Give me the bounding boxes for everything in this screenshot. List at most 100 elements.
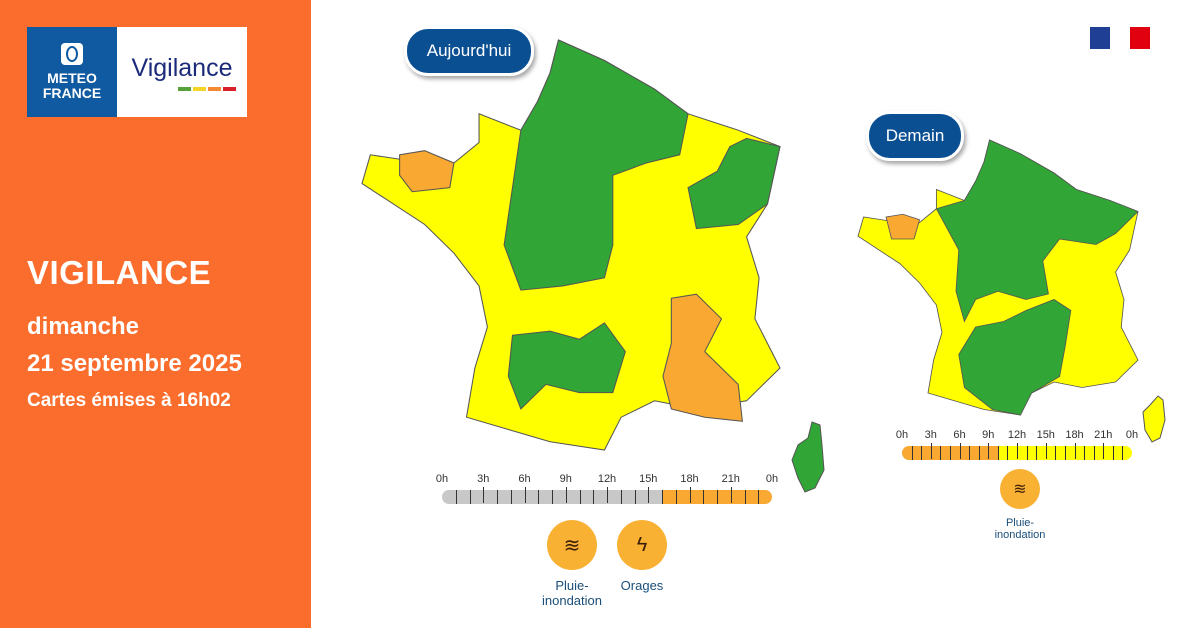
timeline-tick — [648, 487, 650, 503]
timeline-hour-label: 0h — [765, 473, 779, 485]
orange-zone-normandy — [885, 213, 921, 240]
timeline-hour-label: 0h — [895, 429, 909, 441]
timeline-hour-label: 9h — [982, 429, 995, 441]
issued-time: Cartes émises à 16h02 — [27, 390, 231, 411]
timeline-tick — [1055, 446, 1057, 460]
french-republic-flag-icon — [1090, 27, 1150, 49]
timeline-tick — [469, 490, 471, 504]
timeline-tick — [552, 490, 553, 504]
timeline-tick — [620, 490, 622, 504]
timeline-hour-label: 12h — [597, 473, 617, 485]
timeline-hour-label: 9h — [559, 473, 572, 485]
hazard-label: Pluie- — [555, 578, 589, 593]
tab-today[interactable]: Aujourd'hui — [404, 26, 534, 76]
timeline-tick — [607, 487, 608, 503]
timeline-tick — [1084, 446, 1086, 460]
timeline-tick — [1036, 446, 1038, 460]
hazard-rain-flood-tomorrow[interactable]: ≋ Pluie-inondation — [970, 469, 1070, 541]
timeline-tick — [565, 487, 567, 503]
timeline-hour-label: 0h — [1125, 429, 1139, 441]
timeline-tick — [959, 443, 961, 459]
timeline-tick — [524, 487, 526, 503]
orange-zone-brittany — [399, 150, 455, 193]
timeline-tick — [1064, 446, 1066, 460]
timeline-hour-label: 21h — [721, 473, 740, 485]
day-name: dimanche — [27, 313, 140, 340]
timeline-hour-label: 6h — [953, 429, 966, 441]
timeline-hour-label: 18h — [1065, 429, 1084, 441]
timeline-tick — [930, 443, 932, 459]
timeline-tick — [1017, 443, 1018, 459]
timeline-hour-label: 18h — [680, 473, 699, 485]
timeline-tick — [921, 446, 923, 460]
timeline-tick — [483, 487, 485, 503]
timeline-tick — [717, 490, 718, 504]
timeline-tick — [538, 490, 540, 504]
rain-flood-icon: ≋ — [547, 520, 597, 570]
hazard-label: Pluie- — [1005, 517, 1035, 529]
timeline-tick — [988, 443, 990, 459]
timeline-hour-label: 6h — [518, 473, 531, 485]
timeline-hour-label: 12h — [1007, 429, 1027, 441]
timeline-tick — [730, 487, 732, 503]
timeline-tick — [689, 487, 691, 503]
corsica-today — [791, 421, 825, 493]
green-zone-southwest — [507, 322, 626, 410]
hazard-label-2: inondation — [994, 529, 1046, 541]
timeline-hour-label: 21h — [1094, 429, 1113, 441]
lightning-icon: ϟ — [617, 520, 667, 570]
timeline-tick — [1112, 446, 1114, 460]
timeline-tick — [940, 446, 942, 460]
timeline-hour-label: 15h — [639, 473, 658, 485]
timeline-tick — [978, 446, 980, 460]
tab-tomorrow[interactable]: Demain — [866, 111, 964, 161]
hazard-label-2: inondation — [542, 593, 602, 608]
timeline-tick — [1026, 446, 1028, 460]
hazard-rain-flood-today[interactable]: ≋ Pluie-inondation — [527, 520, 617, 608]
orange-zone-southeast — [662, 293, 743, 422]
timeline-tick — [455, 490, 457, 504]
timeline-hour-label: 3h — [924, 429, 937, 441]
timeline-tick — [949, 446, 951, 460]
timeline-tick — [675, 490, 677, 504]
timeline-tick — [758, 490, 760, 504]
corsica-tomorrow — [1142, 395, 1166, 443]
timeline-tick — [997, 446, 999, 460]
green-zone-north-east — [935, 139, 1139, 323]
timeline-tick — [510, 490, 512, 504]
timeline-tick — [1122, 446, 1124, 460]
today-timeline: 0h 3h 6h 9h 12h 15h 18h 21h 0h — [436, 473, 778, 507]
rain-flood-icon: ≋ — [1000, 469, 1040, 509]
brand-line-2: FRANCE — [42, 85, 102, 101]
timeline-tick — [911, 446, 913, 460]
panel-title: VIGILANCE — [27, 254, 212, 291]
timeline-tick — [703, 490, 705, 504]
timeline-hour-label: 15h — [1036, 429, 1055, 441]
timeline-tick — [634, 490, 636, 504]
timeline-tick — [579, 490, 581, 504]
tomorrow-timeline: 0h 3h 6h 9h 12h 15h 18h 21h 0h — [896, 429, 1138, 463]
hazard-storms-today[interactable]: ϟ Orages — [597, 520, 687, 593]
orange-side-panel: METEO FRANCE Vigilance VIGILANCE dimanche… — [0, 0, 311, 628]
date: 21 septembre 2025 — [27, 350, 242, 377]
timeline-tick — [497, 490, 498, 504]
green-zone-north — [503, 39, 689, 291]
timeline-tick — [1103, 443, 1105, 459]
timeline-tick — [1093, 446, 1095, 460]
timeline-tick — [744, 490, 746, 504]
meteo-france-emblem-icon — [61, 43, 83, 65]
timeline-tick — [662, 490, 663, 504]
timeline-tick — [1007, 446, 1009, 460]
green-zone-south — [958, 299, 1072, 416]
meteo-france-vigilance-logo: METEO FRANCE Vigilance — [27, 27, 247, 117]
timeline-tick — [969, 446, 971, 460]
timeline-tick — [593, 490, 595, 504]
brand-line-1: METEO — [47, 70, 97, 86]
timeline-tick — [1045, 443, 1047, 459]
timeline-tick — [1074, 443, 1076, 459]
green-zone-east — [687, 137, 781, 230]
timeline-hour-label: 3h — [477, 473, 490, 485]
product-name: Vigilance — [131, 53, 233, 82]
tomorrow-map — [856, 138, 1140, 417]
